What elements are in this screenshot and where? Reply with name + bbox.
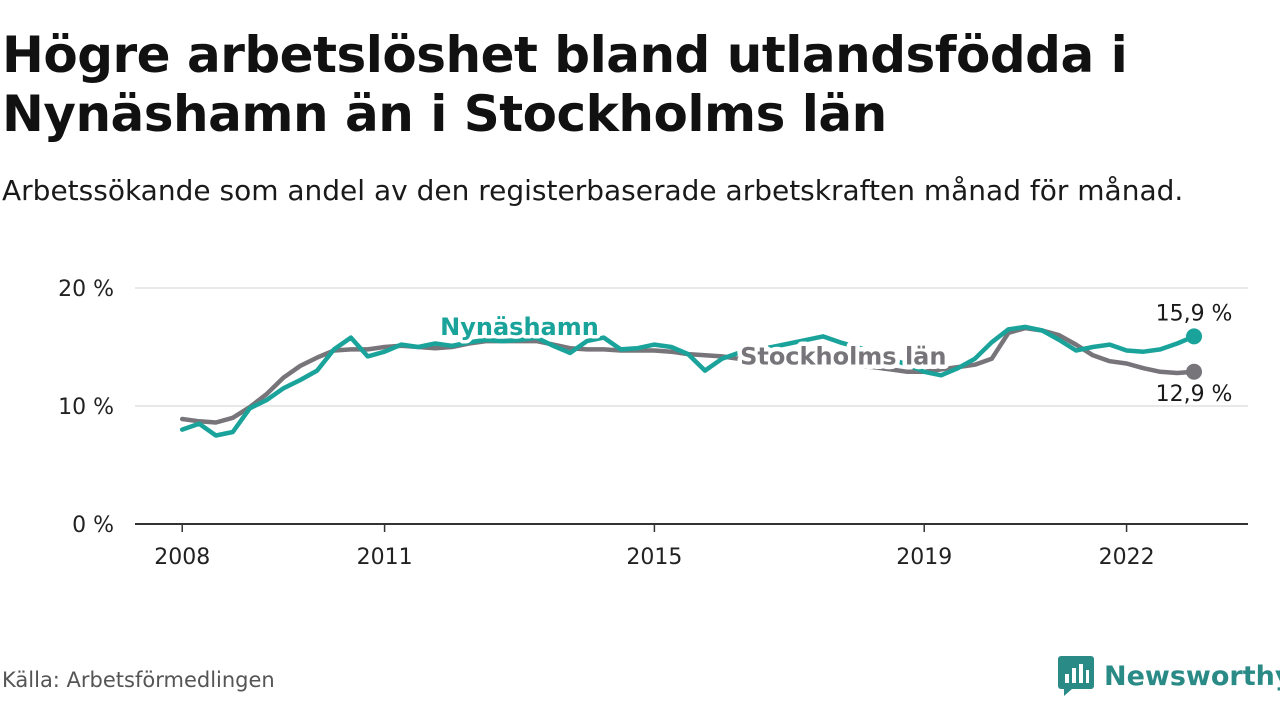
x-axis: 2008 2011 2015 2019 2022	[135, 523, 1248, 570]
y-tick-label: 0 %	[72, 513, 114, 538]
y-tick-label: 10 %	[58, 395, 114, 420]
chart-subtitle: Arbetssökande som andel av den registerb…	[2, 174, 1184, 207]
source-note: Källa: Arbetsförmedlingen	[2, 668, 275, 692]
chart-title: Högre arbetslöshet bland utlandsfödda i …	[2, 26, 1128, 143]
series-label-stockholm: Stockholms län	[740, 342, 946, 370]
series-label-nynashamn: Nynäshamn	[440, 313, 599, 341]
series-line-stockholm	[179, 325, 1197, 425]
x-tick-label: 2008	[154, 545, 210, 570]
x-tick-label: 2011	[357, 545, 413, 570]
end-label-nynashamn: 15,9 %	[1156, 301, 1233, 326]
end-point-stockholm	[1186, 363, 1203, 380]
y-tick-label: 20 %	[58, 277, 114, 302]
series-lines	[179, 324, 1203, 438]
series-labels: 15,9 % 12,9 % Nynäshamn Stockholms län	[437, 301, 1233, 407]
series-line-nynashamn	[179, 324, 1197, 438]
brand-logo: Newsworthy	[1058, 654, 1280, 698]
gridlines	[135, 287, 1248, 407]
brand-name: Newsworthy	[1104, 660, 1280, 692]
x-tick-label: 2019	[896, 545, 952, 570]
x-tick-label: 2022	[1099, 545, 1155, 570]
newsworthy-logo-icon	[1058, 656, 1094, 696]
end-point-nynashamn	[1186, 328, 1203, 345]
y-axis: 0 % 10 % 20 %	[58, 277, 114, 538]
end-label-stockholm: 12,9 %	[1156, 382, 1233, 407]
x-tick-label: 2015	[626, 545, 682, 570]
